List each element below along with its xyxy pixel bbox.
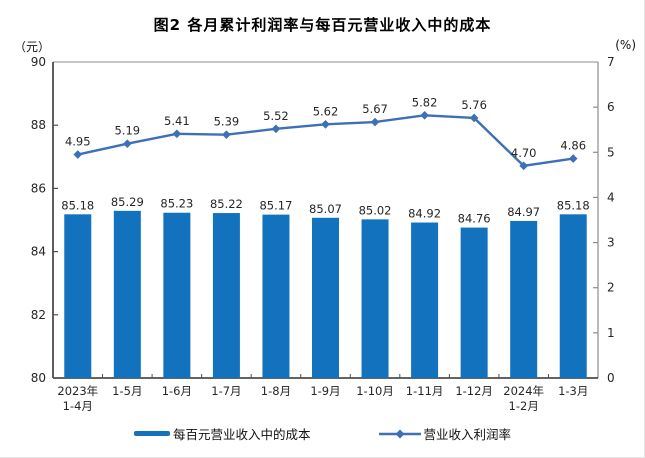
line-marker (321, 119, 330, 129)
cost-bar (411, 222, 439, 378)
line-value-label: 4.70 (511, 146, 537, 160)
legend-diamond-marker (395, 429, 404, 438)
line-marker (271, 124, 281, 134)
x-axis-category-label: 1-8月 (261, 384, 291, 398)
x-axis-category-label: 2024年 (503, 384, 544, 398)
bar-value-label: 84.97 (507, 205, 540, 219)
right-axis-tick-label: 5 (607, 145, 615, 159)
left-axis-tick-label: 86 (31, 181, 46, 195)
x-axis-category-label: 1-4月 (63, 399, 93, 413)
right-axis-unit-label: (%) (615, 38, 636, 52)
bar-value-label: 85.17 (259, 199, 292, 213)
x-axis-category-label: 1-10月 (356, 384, 394, 398)
cost-bar (262, 214, 290, 378)
line-marker (222, 130, 231, 139)
chart-legend: 每百元营业收入中的成本 营业收入利润率 (0, 424, 644, 443)
legend-label-profit: 营业收入利润率 (423, 427, 512, 442)
right-axis-tick-label: 7 (607, 55, 615, 69)
right-axis-tick-label: 1 (607, 326, 615, 340)
line-value-label: 5.41 (164, 114, 190, 128)
bar-value-label: 84.76 (458, 212, 491, 226)
line-value-label: 5.52 (263, 109, 289, 123)
line-value-label: 5.19 (115, 124, 141, 138)
bar-value-label: 85.02 (359, 203, 392, 217)
left-axis-tick-label: 90 (31, 55, 46, 69)
cost-bar (510, 220, 538, 378)
legend-item-cost: 每百元营业收入中的成本 (133, 424, 311, 443)
right-axis-tick-label: 4 (607, 190, 615, 204)
x-axis-category-label: 1-3月 (558, 384, 588, 398)
line-value-label: 4.95 (65, 135, 91, 149)
line-value-label: 5.76 (461, 98, 487, 112)
profit-line-swatch (378, 429, 421, 438)
cost-bar (460, 227, 488, 378)
x-axis-category-label: 1-2月 (509, 399, 539, 413)
line-marker (73, 150, 83, 159)
x-axis-category-label: 1-11月 (406, 384, 444, 398)
right-axis-tick-label: 3 (607, 236, 615, 250)
left-axis-tick-label: 84 (31, 245, 46, 259)
cost-bar (163, 212, 191, 378)
x-axis-category-label: 1-12月 (455, 384, 493, 398)
x-axis-category-label: 2023年 (57, 384, 98, 398)
line-marker (420, 110, 429, 120)
left-axis-tick-label: 80 (31, 371, 46, 385)
bar-value-label: 84.92 (408, 207, 441, 221)
line-marker (519, 161, 528, 171)
line-marker (172, 129, 182, 139)
line-marker (370, 117, 380, 127)
cost-bar (64, 214, 92, 378)
line-value-label: 5.39 (214, 115, 240, 129)
cost-bar (312, 217, 339, 378)
line-marker (123, 139, 132, 149)
legend-label-cost: 每百元营业收入中的成本 (172, 427, 311, 442)
bar-value-label: 85.22 (210, 197, 243, 211)
line-marker (568, 154, 578, 163)
x-axis-category-label: 1-6月 (162, 384, 192, 398)
bar-value-label: 85.07 (309, 202, 342, 216)
bar-value-label: 85.18 (557, 198, 590, 212)
bar-value-label: 85.29 (111, 195, 144, 209)
line-value-label: 5.82 (412, 95, 438, 109)
cost-bar (113, 210, 141, 378)
line-value-label: 5.67 (362, 102, 388, 116)
line-marker (469, 113, 479, 123)
line-value-label: 4.86 (560, 139, 586, 153)
cost-bar-swatch (133, 431, 170, 436)
line-value-label: 5.62 (313, 104, 339, 118)
left-axis-tick-label: 88 (31, 118, 46, 132)
right-axis-tick-label: 0 (607, 371, 615, 385)
right-axis-tick-label: 2 (607, 281, 615, 295)
cost-bar (212, 213, 240, 378)
cost-bar (559, 214, 587, 378)
x-axis-category-label: 1-5月 (112, 384, 142, 398)
cost-bar (361, 219, 389, 378)
x-axis-category-label: 1-9月 (310, 384, 340, 398)
bar-value-label: 85.23 (160, 197, 193, 211)
legend-item-profit: 营业收入利润率 (378, 424, 512, 443)
left-axis-unit-label: （元） (14, 40, 51, 54)
x-axis-category-label: 1-7月 (211, 384, 241, 398)
chart-title: 图2 各月累计利润率与每百元营业收入中的成本 (153, 16, 492, 34)
bar-value-label: 85.18 (61, 198, 94, 212)
right-axis-tick-label: 6 (607, 100, 615, 114)
left-axis-tick-label: 82 (31, 308, 46, 322)
